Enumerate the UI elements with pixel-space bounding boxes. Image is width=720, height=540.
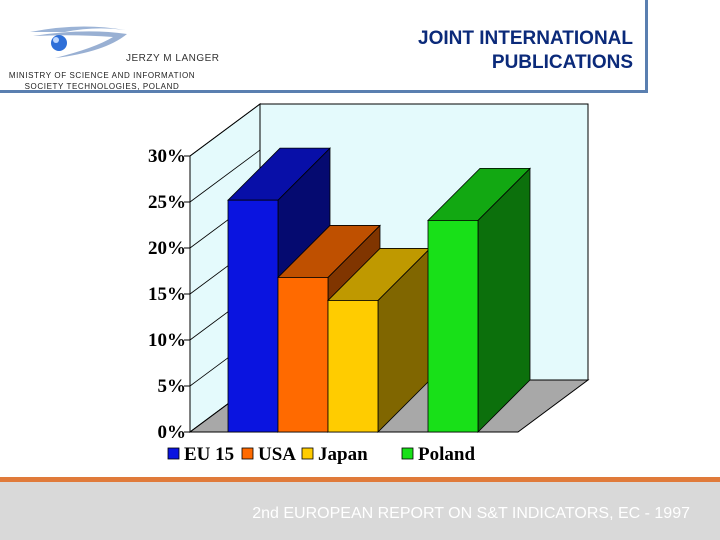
y-gridline [189,149,261,203]
legend-label: USA [258,444,296,465]
slide-title: JOINT INTERNATIONAL PUBLICATIONS [418,28,633,73]
author-name: JERZY M LANGER [126,53,220,64]
y-tick-label: 30% [148,146,186,167]
y-tick-label: 0% [158,422,187,443]
bar-poland [427,220,479,433]
y-tick-label: 20% [148,238,186,259]
legend-swatch [401,447,414,460]
y-gridline [189,103,261,157]
ministry-logo-icon [30,26,127,58]
y-tick-label: 10% [148,330,186,351]
legend-label: Japan [318,444,368,465]
slide-header: JERZY M LANGER MINISTRY OF SCIENCE AND I… [0,0,648,93]
y-tick-label: 25% [148,192,186,213]
y-tick-label: 5% [158,376,187,397]
bar-eu-15 [227,199,279,433]
slide-footer: 2nd EUROPEAN REPORT ON S&T INDICATORS, E… [0,477,720,540]
footer-source: 2nd EUROPEAN REPORT ON S&T INDICATORS, E… [252,505,690,522]
ministry-name: MINISTRY OF SCIENCE AND INFORMATION SOCI… [8,71,196,91]
legend-label: EU 15 [184,444,234,465]
legend-swatch [167,447,180,460]
legend-label: Poland [418,444,475,465]
legend-swatch [301,447,314,460]
legend-swatch [241,447,254,460]
y-tick-label: 15% [148,284,186,305]
bar-japan [327,300,379,433]
bar-chart: 0% 5% 10% 15% 20% 25% 30% EU 15 USA Japan Poland [148,103,590,465]
bar-usa [277,277,329,433]
